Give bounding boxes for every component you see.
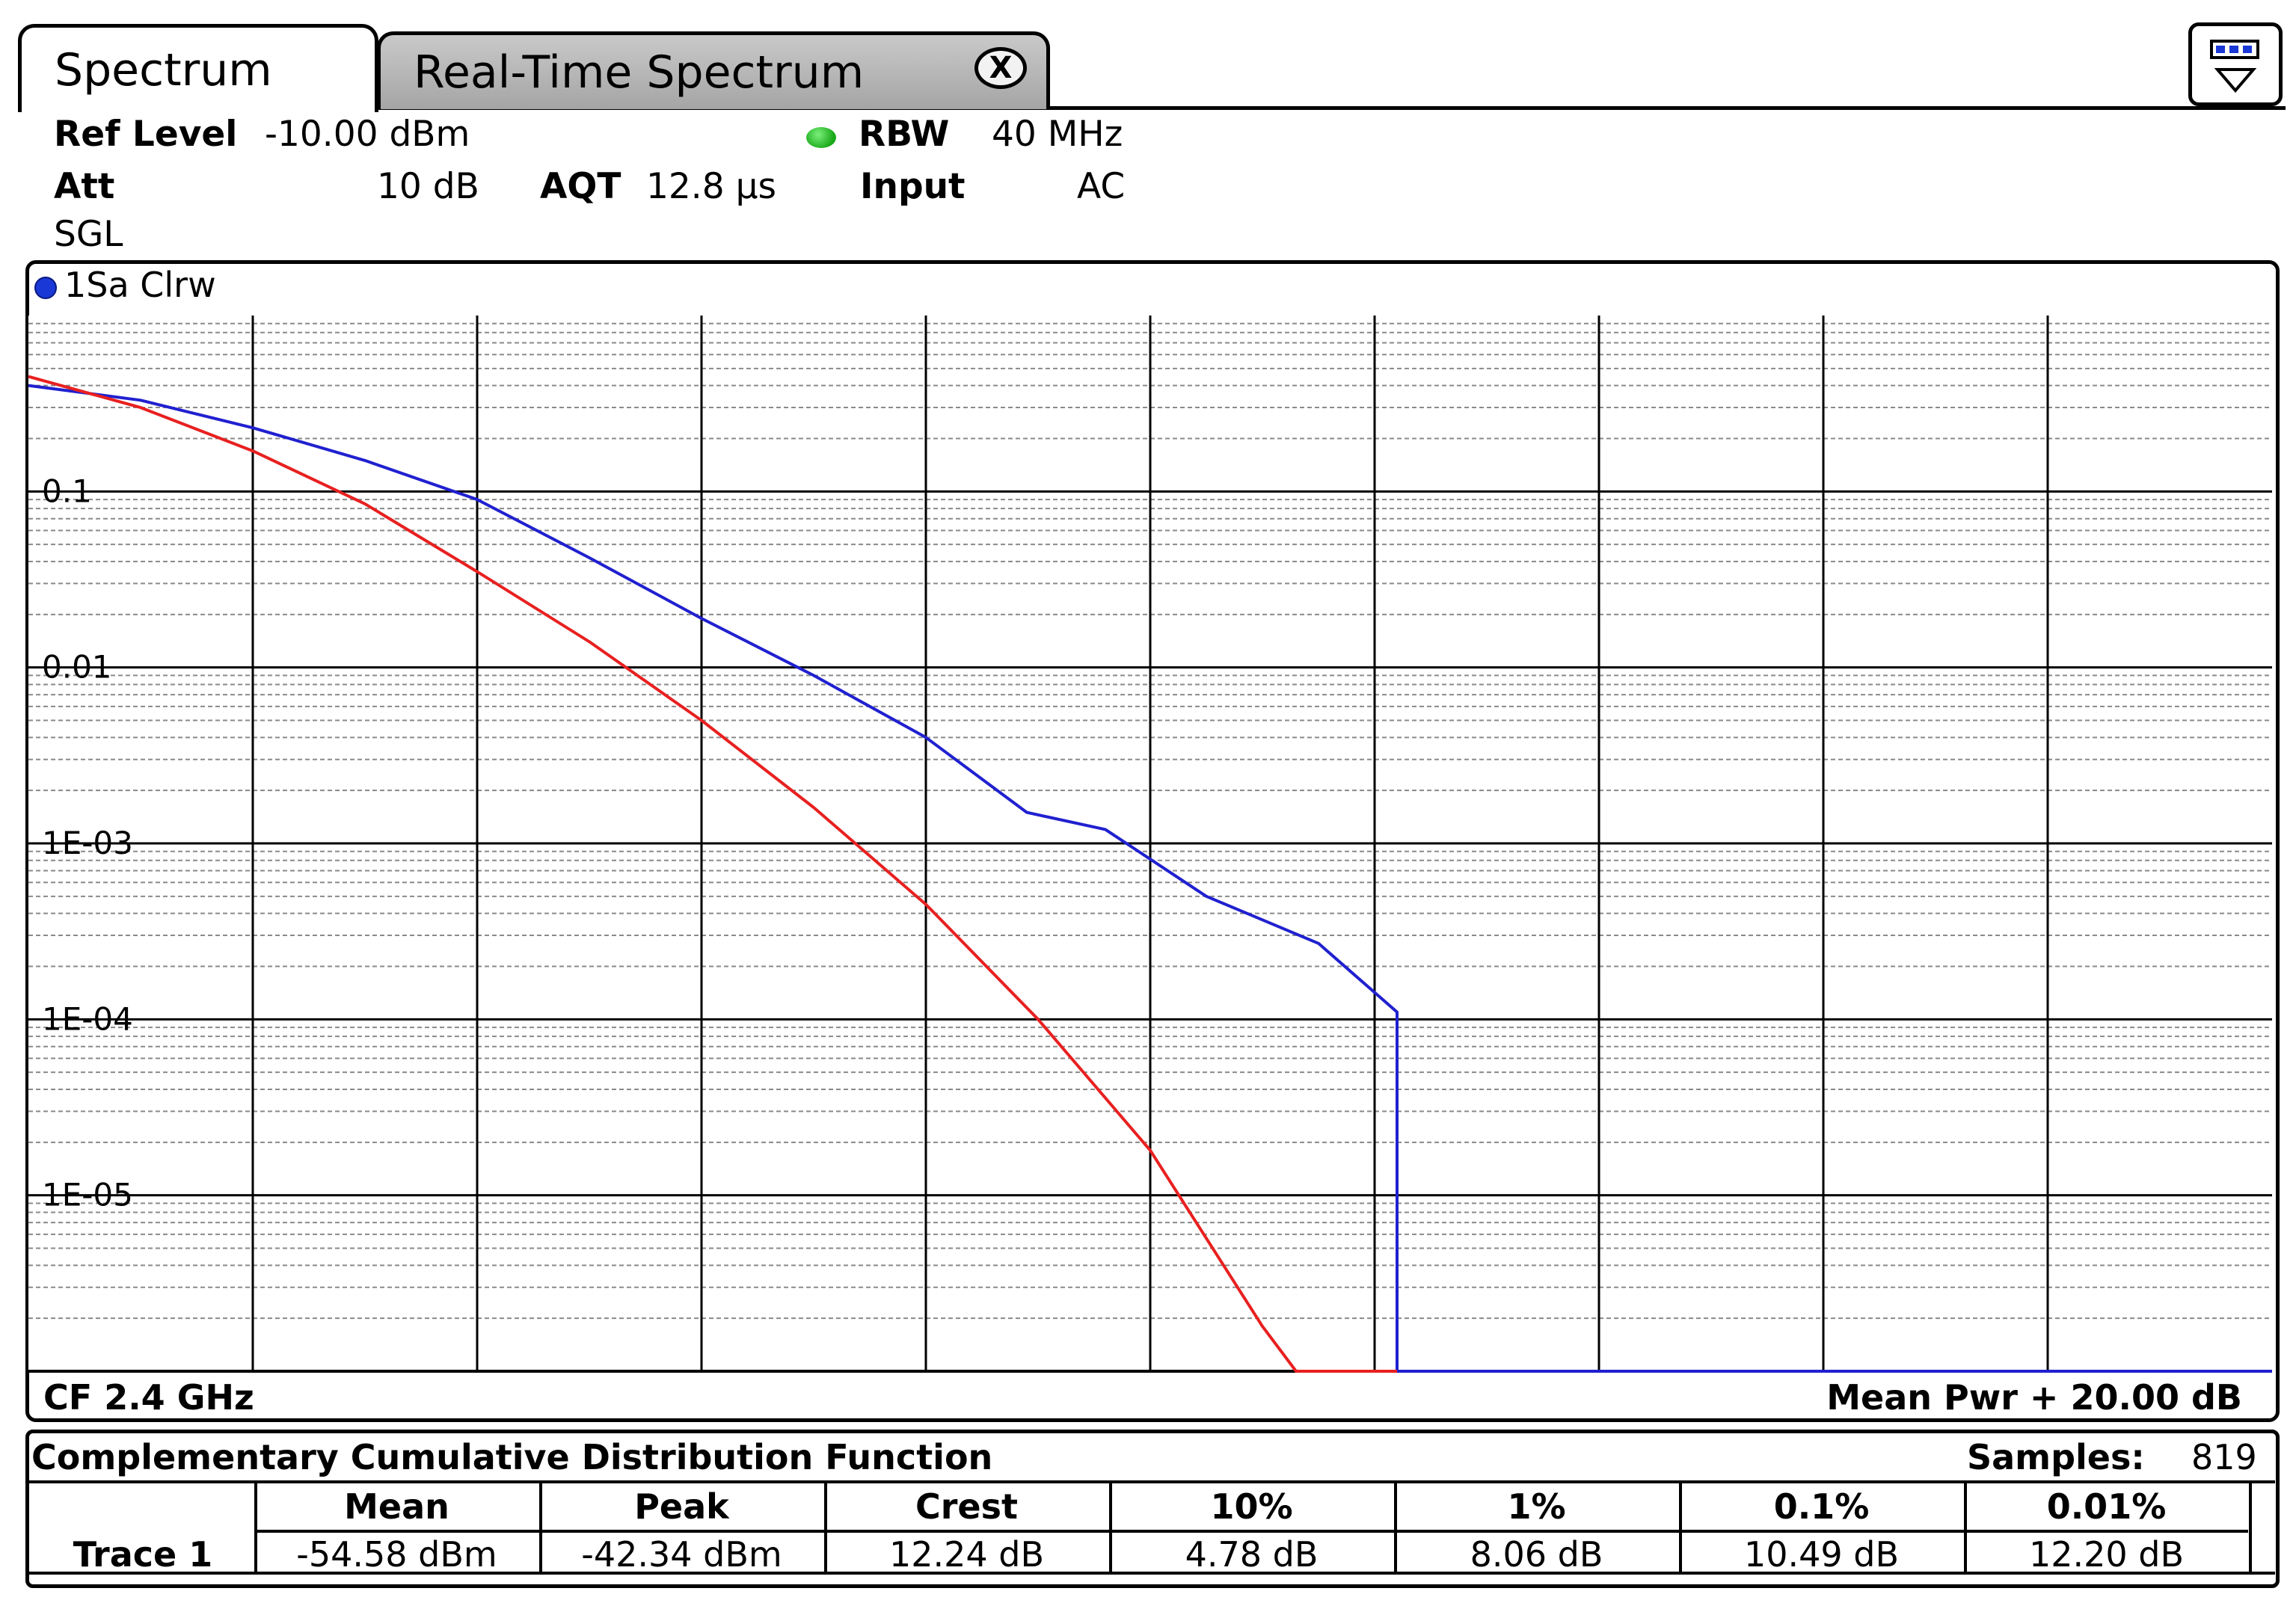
table-top-rule — [28, 1480, 2275, 1483]
table-cell-value: 8.06 dB — [1470, 1534, 1603, 1575]
tab-spectrum-label: Spectrum — [55, 43, 272, 96]
series-line-1 — [28, 384, 2272, 1373]
rbw-value: 40 MHz — [992, 114, 1123, 155]
att-label: Att — [54, 166, 115, 207]
table-column-divider — [254, 1483, 257, 1573]
tab-real-time-spectrum-label: Real-Time Spectrum — [414, 46, 865, 99]
aqt-label: AQT — [540, 166, 621, 207]
close-icon: X — [989, 51, 1013, 85]
y-tick-label: 1E-03 — [42, 825, 133, 861]
table-bottom-rule — [28, 1572, 2275, 1575]
ref-level-value: -10.00 dBm — [265, 114, 470, 155]
window-layout-button[interactable] — [2188, 22, 2283, 106]
samples-label: Samples: — [1967, 1437, 2145, 1477]
tab-real-time-spectrum[interactable]: Real-Time Spectrum X — [377, 31, 1050, 109]
plot-grid — [28, 316, 2272, 1373]
trace-indicator-icon — [34, 277, 57, 299]
y-tick-labels: 0.1 0.01 1E-03 1E-04 1E-05 — [42, 473, 133, 1213]
table-cell-value: 10.49 dB — [1743, 1534, 1900, 1575]
table-column-header: Mean — [344, 1486, 449, 1527]
trace-row-label: Trace 1 — [73, 1534, 213, 1575]
span-info: Mean Pwr + 20.00 dB — [1826, 1377, 2242, 1418]
y-tick-label: 1E-05 — [42, 1177, 133, 1213]
table-header-rule — [254, 1530, 2248, 1533]
input-value: AC — [1077, 166, 1126, 207]
table-column-divider — [1679, 1483, 1682, 1573]
table-column-divider — [1964, 1483, 1967, 1573]
y-tick-label: 1E-04 — [42, 1000, 133, 1037]
table-column-header: 0.01% — [2046, 1486, 2167, 1527]
att-value: 10 dB — [377, 166, 479, 207]
input-label: Input — [860, 166, 966, 207]
status-led-icon — [806, 127, 836, 148]
table-column-divider — [824, 1483, 827, 1573]
aqt-value: 12.8 µs — [646, 166, 776, 207]
ref-level-label: Ref Level — [54, 114, 238, 155]
table-cell-value: 4.78 dB — [1185, 1534, 1319, 1575]
window-layout-icon — [2210, 40, 2259, 93]
y-tick-label: 0.01 — [42, 649, 112, 686]
samples-value: 819 — [2191, 1437, 2257, 1477]
table-column-divider — [2249, 1483, 2252, 1573]
rbw-label: RBW — [859, 114, 950, 155]
y-tick-label: 0.1 — [42, 473, 92, 509]
tab-baseline — [18, 106, 2286, 110]
close-tab-button[interactable]: X — [974, 47, 1027, 89]
table-column-divider — [1394, 1483, 1397, 1573]
table-cell-value: 12.20 dB — [2028, 1534, 2185, 1575]
tab-spectrum[interactable]: Spectrum — [18, 24, 378, 112]
table-column-header: Crest — [915, 1486, 1018, 1527]
table-cell-value: -54.58 dBm — [296, 1534, 497, 1575]
table-column-divider — [539, 1483, 542, 1573]
series-line-2 — [28, 375, 1397, 1373]
table-column-divider — [1109, 1483, 1112, 1573]
table-column-header: 1% — [1507, 1486, 1566, 1527]
table-column-header: 0.1% — [1773, 1486, 1870, 1527]
trace-label: 1Sa Clrw — [64, 265, 216, 305]
table-column-header: Peak — [634, 1486, 729, 1527]
table-column-header: 10% — [1210, 1486, 1293, 1527]
table-cell-value: 12.24 dB — [888, 1534, 1045, 1575]
diagram-frame — [25, 260, 2280, 1422]
table-cell-value: -42.34 dBm — [581, 1534, 782, 1575]
plot-series — [28, 375, 2272, 1373]
center-frequency: CF 2.4 GHz — [43, 1377, 254, 1418]
ccdf-result-table — [25, 1430, 2280, 1588]
table-title: Complementary Cumulative Distribution Fu… — [31, 1437, 993, 1477]
sweep-mode: SGL — [54, 214, 123, 255]
